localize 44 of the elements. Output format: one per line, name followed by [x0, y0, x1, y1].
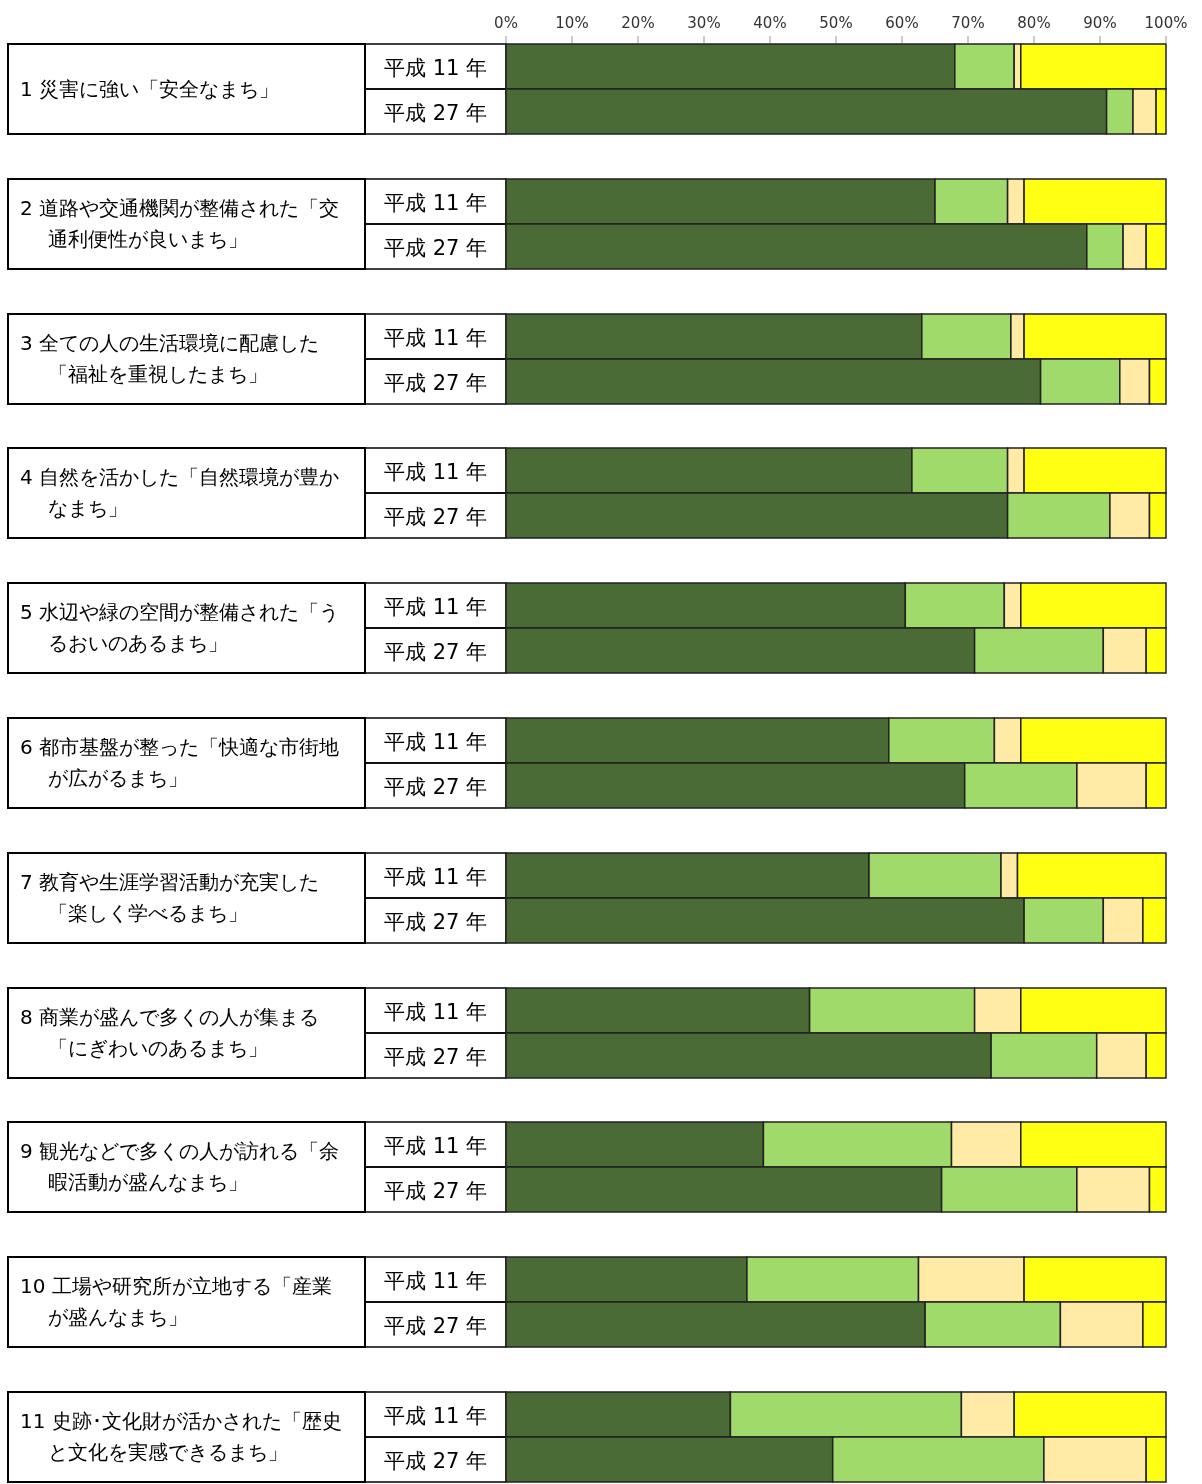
x-tick-label: 100% — [1144, 14, 1188, 32]
y-tick-label: 平成 27 年 — [383, 1178, 488, 1203]
text: 6 都市基盤が整った「快適な市街地が広がるまち」 — [19, 734, 341, 792]
text: 7 教育や生涯学習活動が充実した「楽しく学べるまち」 — [19, 868, 321, 927]
x-tick-label: 20% — [621, 14, 655, 32]
y-tick-label: 平成 11 年 — [383, 1268, 488, 1293]
y-tick-label: 平成 27 年 — [383, 100, 488, 125]
y-tick-label: 平成 27 年 — [383, 639, 488, 664]
y-tick-label: 平成 11 年 — [383, 594, 488, 619]
y-tick-label: 平成 11 年 — [383, 55, 488, 80]
y-tick-label: 平成 11 年 — [383, 864, 488, 889]
y-tick-label: 平成 27 年 — [383, 909, 488, 934]
x-tick-label: 40% — [753, 14, 787, 32]
x-tick-label: 50% — [819, 14, 853, 32]
text: 1 災害に強い「安全なまち」 — [19, 75, 281, 103]
text: 9 観光などで多くの人が訪れる「余暇活動が盛んなまち」 — [19, 1138, 341, 1197]
x-tick-label: 60% — [885, 14, 919, 32]
y-tick-label: 平成 27 年 — [383, 1044, 488, 1069]
y-tick-label: 平成 27 年 — [383, 774, 488, 799]
text: 8 商業が盛んで多くの人が集まる「にぎわいのあるまち」 — [19, 1003, 321, 1062]
text: 2 道路や交通機関が整備された「交通利便性が良いまち」 — [19, 194, 341, 253]
y-tick-label: 平成 27 年 — [383, 235, 488, 260]
text: 10 工場や研究所が立地する「産業が盛んなまち」 — [19, 1273, 333, 1332]
text: 3 全ての人の生活環境に配慮した「福祉を重視したまち」 — [19, 329, 321, 388]
y-tick-label: 平成 27 年 — [383, 1313, 488, 1338]
y-tick-label: 平成 27 年 — [383, 1448, 488, 1473]
text: 4 自然を活かした「自然環境が豊かなまち」 — [19, 464, 341, 523]
x-tick-label: 30% — [687, 14, 721, 32]
y-tick-label: 平成 11 年 — [383, 999, 488, 1024]
y-tick-label: 平成 11 年 — [383, 1403, 488, 1428]
y-tick-label: 平成 11 年 — [383, 729, 488, 754]
text: 11 史跡･文化財が活かされた「歴史と文化を実感できるまち」 — [19, 1408, 343, 1466]
x-tick-label: 90% — [1083, 14, 1117, 32]
y-tick-label: 平成 11 年 — [383, 190, 488, 215]
x-tick-label: 70% — [951, 14, 985, 32]
y-tick-label: 平成 27 年 — [383, 370, 488, 395]
x-tick-label: 0% — [494, 14, 518, 32]
y-tick-label: 平成 27 年 — [383, 504, 488, 529]
y-tick-label: 平成 11 年 — [383, 459, 488, 484]
x-tick-label: 10% — [555, 14, 589, 32]
y-tick-label: 平成 11 年 — [383, 325, 488, 350]
y-tick-label: 平成 11 年 — [383, 1133, 488, 1158]
x-tick-label: 80% — [1017, 14, 1051, 32]
text: 5 水辺や緑の空間が整備された「うるおいのあるまち」 — [19, 599, 341, 658]
